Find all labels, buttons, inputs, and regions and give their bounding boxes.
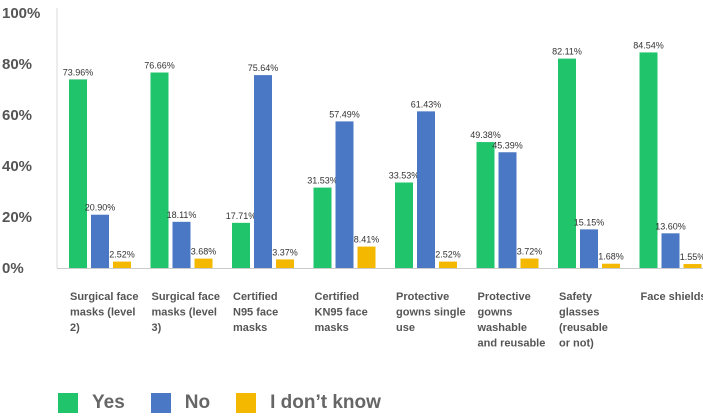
legend: Yes No I don’t know xyxy=(58,392,407,414)
x-category-label: Safety glasses (reusable or not) xyxy=(559,291,608,350)
data-label: 15.15% xyxy=(574,217,605,227)
data-label: 76.66% xyxy=(144,61,175,71)
data-label: 57.49% xyxy=(329,109,360,119)
legend-swatch-yes xyxy=(58,393,78,413)
x-category-label: Protective gowns washable and reusable xyxy=(477,291,546,350)
x-category-label: Protective gowns single use xyxy=(396,291,466,334)
legend-label-dont-know: I don’t know xyxy=(270,392,381,413)
bar-i-don-t-know-1 xyxy=(113,261,131,268)
data-label: 1.55% xyxy=(680,252,703,262)
data-label: 82.11% xyxy=(552,47,582,57)
bar-chart: 0% 20% 40% 60% 80% 100% 73.96% 76.66% 17.71% 31.5… xyxy=(2,5,703,350)
data-label: 2.52% xyxy=(109,250,135,260)
bar-yes-3 xyxy=(232,222,250,268)
bar-i-don-t-know-7 xyxy=(602,263,620,268)
bar-yes-2 xyxy=(150,72,169,268)
bar-i-don-t-know-4 xyxy=(357,246,376,268)
data-label: 2.52% xyxy=(435,250,461,260)
legend-item-yes: Yes xyxy=(58,392,125,414)
data-label: 3.72% xyxy=(517,247,543,257)
bar-yes-8 xyxy=(639,52,658,268)
bar-i-don-t-know-3 xyxy=(276,259,294,268)
y-tick-label: 60% xyxy=(2,107,32,124)
data-label: 31.53% xyxy=(307,176,338,186)
bar-no-8 xyxy=(661,233,680,268)
y-tick-label: 80% xyxy=(2,56,32,73)
bar-yes-6 xyxy=(476,142,495,268)
x-category-label: Certified KN95 face masks xyxy=(315,291,368,334)
data-label: 84.54% xyxy=(633,40,664,50)
bar-no-1 xyxy=(91,214,109,268)
x-category-label: Surgical face masks (level 2) xyxy=(70,291,138,334)
y-tick-label: 0% xyxy=(2,260,24,277)
bar-no-3 xyxy=(254,75,272,268)
x-category-label: Face shields xyxy=(641,291,703,303)
bar-yes-1 xyxy=(69,79,87,268)
data-label: 75.64% xyxy=(248,63,279,73)
legend-item-no: No xyxy=(150,392,211,414)
legend-swatch-dont-know xyxy=(236,393,257,413)
legend-item-dont-know: I don’t know xyxy=(236,392,381,414)
bar-i-don-t-know-2 xyxy=(194,258,213,268)
x-category-label: Certified N95 face masks xyxy=(233,291,278,334)
y-tick-label: 40% xyxy=(2,158,32,175)
y-tick-label: 100% xyxy=(2,5,40,22)
bar-no-4 xyxy=(335,121,354,268)
bar-yes-4 xyxy=(313,187,332,268)
data-label: 20.90% xyxy=(85,203,116,213)
bar-i-don-t-know-8 xyxy=(683,264,702,268)
data-label: 17.71% xyxy=(226,211,257,221)
data-label: 13.60% xyxy=(655,221,686,231)
data-label: 49.38% xyxy=(470,130,501,140)
bar-no-6 xyxy=(498,152,517,268)
data-label: 45.39% xyxy=(492,140,523,150)
data-label: 18.11% xyxy=(167,210,197,220)
bar-no-2 xyxy=(172,221,191,268)
bar-no-7 xyxy=(580,229,598,268)
bar-i-don-t-know-5 xyxy=(439,261,457,268)
data-label: 33.53% xyxy=(389,170,420,180)
y-tick-label: 20% xyxy=(2,209,32,226)
data-label: 61.43% xyxy=(411,99,442,109)
data-label: 3.37% xyxy=(272,247,298,257)
bar-yes-7 xyxy=(558,58,576,268)
legend-label-yes: Yes xyxy=(92,392,125,413)
bar-i-don-t-know-6 xyxy=(520,258,539,268)
bar-no-5 xyxy=(417,111,435,268)
x-category-label: Surgical face masks (level 3) xyxy=(152,291,220,334)
data-label: 73.96% xyxy=(63,67,94,77)
legend-swatch-no xyxy=(150,393,171,413)
bar-yes-5 xyxy=(395,182,413,268)
data-label: 3.68% xyxy=(191,247,217,257)
legend-label-no: No xyxy=(184,392,211,413)
data-label: 1.68% xyxy=(598,252,624,262)
data-label: 8.41% xyxy=(354,235,380,245)
